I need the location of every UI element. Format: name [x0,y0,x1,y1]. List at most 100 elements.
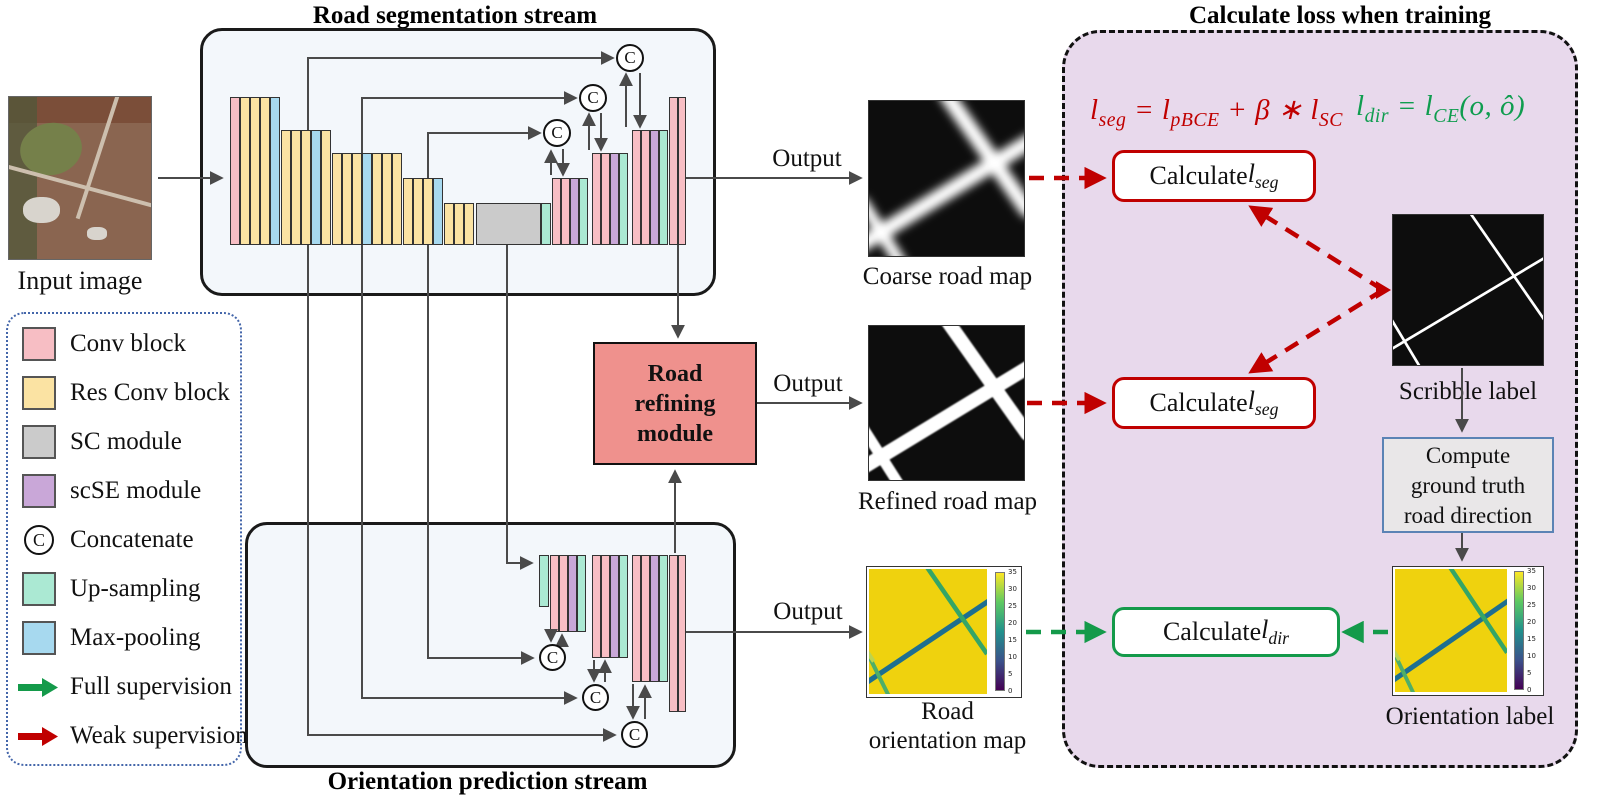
colorbar [1514,571,1524,690]
concat-icon: C [24,525,54,555]
refining-line: module [636,420,713,447]
coarse-road-map-image [868,100,1025,257]
seg-loss-formula: lseg = lpBCE + β ∗ lSC [1090,94,1343,131]
sat-building [87,226,107,240]
output-label-orientation: Output [773,598,843,625]
dir-loss-formula: ldir = lCE(o, ô) [1356,90,1526,127]
orientation-label-image: 35 30 25 20 15 10 5 0 [1392,566,1544,696]
bar-conv [669,97,678,245]
upsampling-swatch [22,572,56,606]
refined-road-map-image [868,325,1025,481]
bar-resconv [291,130,301,245]
colorbar-ticks: 35 30 25 20 15 10 5 0 [1527,567,1541,694]
bar-conv [632,555,641,682]
sc-module-block [476,203,541,245]
colorbar-tick: 5 [1527,669,1532,677]
calculate-ldir-box: Calculate ldir [1112,607,1340,657]
bar-up [619,153,628,245]
orientation-label-text: Orientation label [1385,703,1555,730]
bar-conv [601,153,610,245]
input-satellite-image [8,96,152,260]
legend-item-scse: scSE module [8,473,240,509]
compute-line: Compute [1425,443,1511,468]
bar-scse [568,555,577,632]
bar-scse [610,555,619,658]
bar-up [541,203,551,245]
orientation-label-canvas [1395,569,1507,692]
loss-panel-title: Calculate loss when training [1188,2,1492,29]
colorbar-tick: 35 [1008,568,1017,576]
bar-resconv [413,178,423,245]
bar-conv [559,555,568,632]
concat-node: C [621,721,648,748]
bar-resconv [260,97,270,245]
bar-resconv [321,130,331,245]
legend-item-upsampling: Up-sampling [8,571,240,607]
bar-up [659,555,668,682]
concat-node: C [582,684,609,711]
colorbar-tick: 25 [1008,601,1017,610]
legend-label: scSE module [70,477,202,504]
compute-line: road direction [1403,503,1533,528]
resconv-swatch [22,376,56,410]
colorbar-tick: 25 [1527,600,1536,609]
bar-resconv [403,178,413,245]
bar-conv [561,178,570,245]
bar-conv [641,130,650,245]
colorbar-tick: 30 [1527,583,1536,592]
road-orientation-label-line2: orientation map [868,726,1027,754]
input-image-label: Input image [17,266,143,295]
legend-label: Conv block [70,330,186,357]
maxpooling-swatch [22,621,56,655]
bar-up [577,555,586,632]
bar-pool [362,153,372,245]
concat-node: C [543,119,571,147]
output-label-refined: Output [773,370,843,397]
legend-label: Full supervision [70,673,232,700]
bar-pool [311,130,321,245]
legend-item-maxpooling: Max-pooling [8,620,240,656]
colorbar-tick: 5 [1008,670,1013,678]
bar-resconv [372,153,382,245]
legend-item-resconv: Res Conv block [8,375,240,411]
colorbar-tick: 0 [1527,686,1532,694]
bar-conv [601,555,610,658]
legend-label: Res Conv block [70,379,230,406]
legend-item-full-supervision: Full supervision [8,669,240,705]
colorbar-tick: 30 [1008,584,1017,593]
refining-line: Road [647,360,703,387]
bar-up [579,178,588,245]
ori-stream-title: Orientation prediction stream [327,768,648,795]
bar-resconv [301,130,311,245]
conv-swatch [22,327,56,361]
concat-node: C [616,44,644,72]
legend-label: Weak supervision [70,722,248,749]
colorbar [995,572,1005,691]
bar-resconv [332,153,342,245]
legend-item-concatenate: C Concatenate [8,522,240,558]
bar-scse [610,153,619,245]
sc-swatch [22,425,56,459]
bar-resconv [250,97,260,245]
bar-resconv [423,178,433,245]
colorbar-tick: 35 [1527,567,1536,575]
bar-resconv [352,153,362,245]
bar-resconv [281,130,291,245]
colorbar-ticks: 35 30 25 20 15 10 5 0 [1008,568,1022,695]
bar-resconv [444,203,454,245]
road-refining-module: Road refining module [593,342,757,465]
bar-conv [592,153,601,245]
bar-conv [550,555,559,632]
legend-label: SC module [70,428,182,455]
colorbar-tick: 0 [1008,687,1013,695]
legend-item-weak-supervision: Weak supervision [8,718,248,754]
coarse-road-map-label: Coarse road map [862,263,1033,290]
scribble-label-text: Scribble label [1398,378,1538,405]
legend-box: Conv block Res Conv block SC module scSE… [6,312,248,766]
colorbar-tick: 10 [1527,652,1536,660]
weak-supervision-arrow-icon [18,727,58,746]
concat-node: C [539,644,566,671]
bar-resconv [342,153,352,245]
road-orientation-map-label: Road orientation map [830,698,1065,756]
